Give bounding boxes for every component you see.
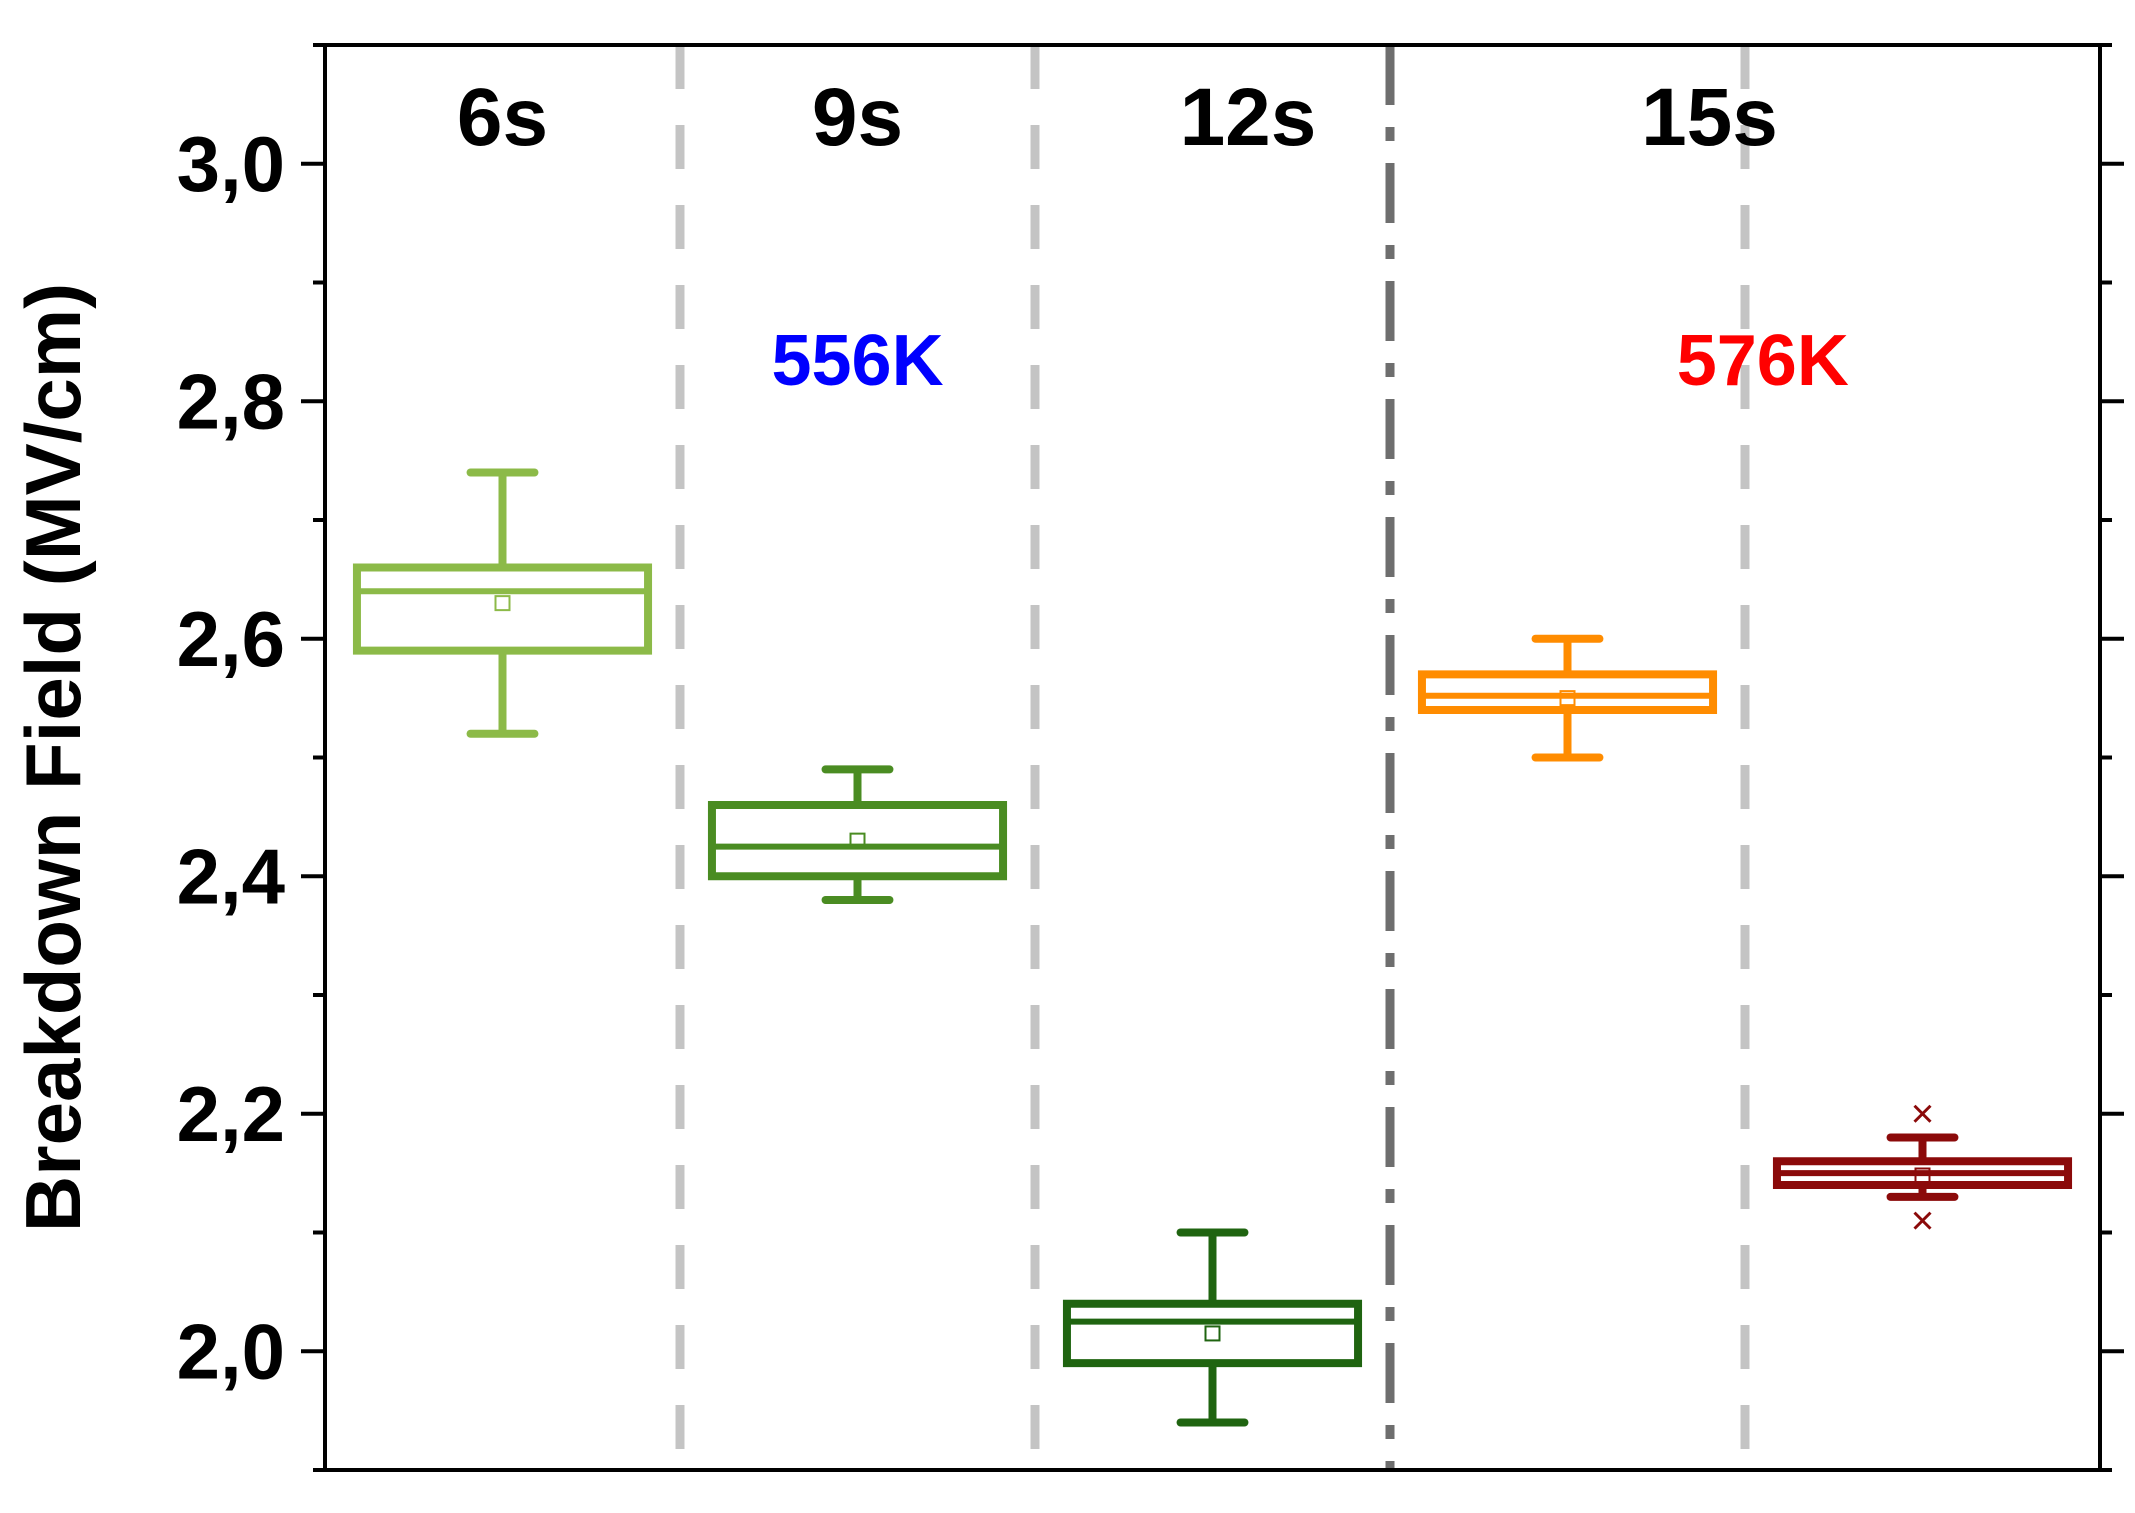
group-label: 15s bbox=[1641, 72, 1778, 163]
box-3 bbox=[1062, 1228, 1363, 1427]
box-body bbox=[707, 801, 1008, 881]
box-4 bbox=[1417, 634, 1718, 762]
y-tick-label: 2,0 bbox=[177, 1307, 285, 1395]
y-tick-label: 2,2 bbox=[177, 1070, 285, 1158]
box-2 bbox=[707, 765, 1008, 904]
group-label: 6s bbox=[457, 72, 548, 163]
group-separators bbox=[675, 45, 1750, 1470]
box-1 bbox=[352, 468, 653, 738]
mean-marker bbox=[1204, 1325, 1221, 1342]
temperature-label: 556K bbox=[771, 321, 943, 401]
mean-marker bbox=[494, 595, 511, 612]
y-axis-ticks: 2,0 2,2 2,4 2,6 2,8 3,0 bbox=[177, 43, 2124, 1472]
y-axis-label: Breakdown Field (MV/cm) bbox=[9, 283, 97, 1232]
group-label: 9s bbox=[812, 72, 903, 163]
box-body bbox=[352, 563, 653, 655]
y-tick-label: 2,4 bbox=[177, 832, 285, 920]
y-tick-label: 2,6 bbox=[177, 595, 285, 683]
mean-marker bbox=[849, 832, 866, 849]
mean-marker bbox=[1914, 1167, 1931, 1184]
y-tick-label: 3,0 bbox=[177, 120, 285, 208]
y-tick-label: 2,8 bbox=[177, 357, 285, 445]
outlier-marker bbox=[1913, 1211, 1932, 1230]
box-series bbox=[352, 468, 2073, 1427]
temperature-label: 576K bbox=[1677, 321, 1849, 401]
box-body bbox=[1062, 1299, 1363, 1368]
box-5 bbox=[1772, 1104, 2073, 1230]
group-label: 12s bbox=[1180, 72, 1317, 163]
box-body bbox=[1417, 670, 1718, 714]
chart-labels: Breakdown Field (MV/cm) 6s 9s 12s 15s 556K 57… bbox=[9, 72, 1849, 1232]
mean-marker bbox=[1559, 690, 1576, 707]
outlier-marker bbox=[1913, 1104, 1932, 1123]
